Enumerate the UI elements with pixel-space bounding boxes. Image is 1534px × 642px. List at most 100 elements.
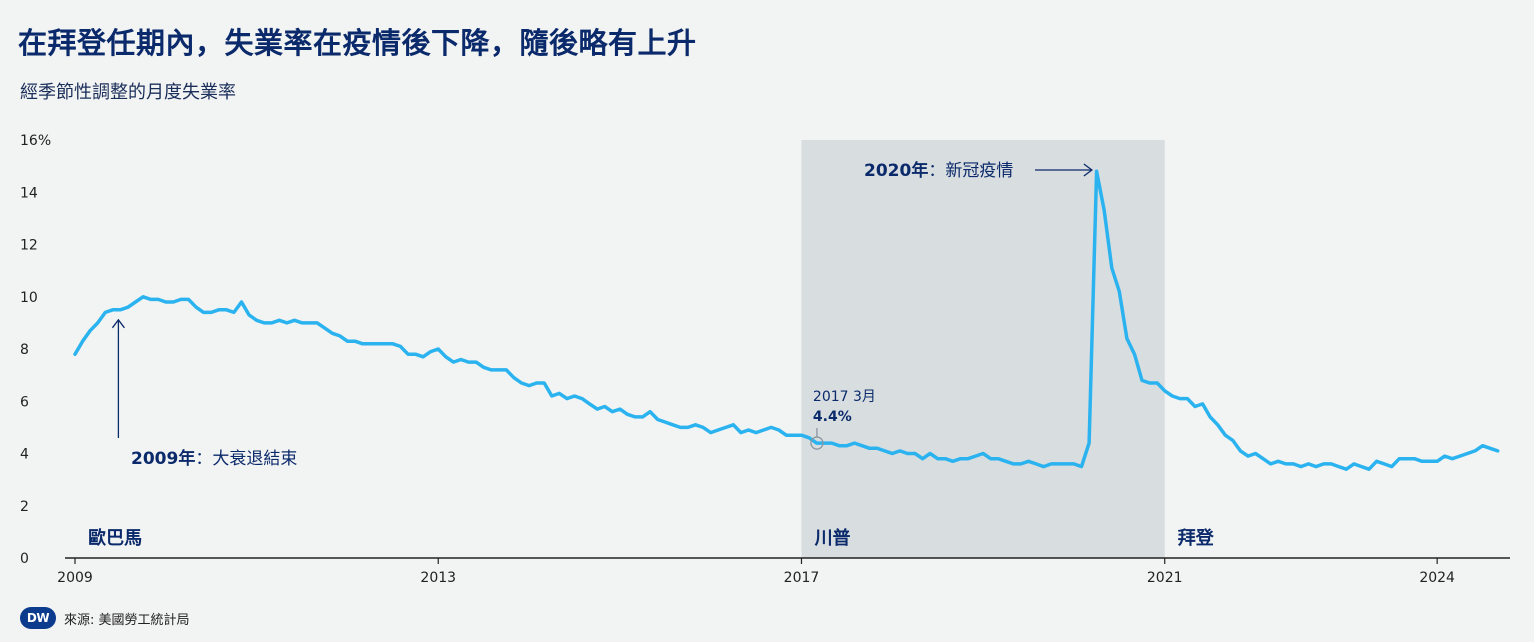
data-point <box>778 429 780 431</box>
data-point <box>543 382 545 384</box>
data-point <box>982 453 984 455</box>
data-point <box>1376 461 1378 463</box>
data-point <box>1293 463 1295 465</box>
data-point <box>1482 445 1484 447</box>
data-point <box>1066 463 1068 465</box>
data-point <box>415 353 417 355</box>
data-point <box>1126 338 1128 340</box>
data-point <box>165 301 167 303</box>
data-point <box>127 306 129 308</box>
x-tick-label: 2021 <box>1147 570 1183 586</box>
data-point <box>740 432 742 434</box>
data-point <box>733 424 735 426</box>
data-point <box>680 427 682 429</box>
data-point <box>475 361 477 363</box>
data-point <box>392 343 394 345</box>
data-point <box>377 343 379 345</box>
data-point <box>596 408 598 410</box>
data-point <box>649 411 651 413</box>
y-tick-label: 4 <box>20 447 29 463</box>
data-point <box>1323 463 1325 465</box>
data-point <box>839 445 841 447</box>
data-point <box>490 369 492 371</box>
data-point <box>1361 466 1363 468</box>
data-point <box>82 340 84 342</box>
data-point <box>309 322 311 324</box>
data-point <box>1217 424 1219 426</box>
data-point <box>369 343 371 345</box>
x-tick-label: 2024 <box>1419 570 1455 586</box>
president-label: 川普 <box>814 527 851 549</box>
data-point <box>1081 466 1083 468</box>
data-point <box>1262 458 1264 460</box>
data-point <box>1028 461 1030 463</box>
data-point <box>521 382 523 384</box>
data-point <box>1497 450 1499 452</box>
data-point <box>922 458 924 460</box>
data-point <box>657 419 659 421</box>
data-point <box>1467 453 1469 455</box>
data-point <box>513 377 515 379</box>
data-point <box>1088 442 1090 444</box>
data-point <box>347 340 349 342</box>
data-point <box>967 458 969 460</box>
data-point <box>1459 455 1461 457</box>
dw-logo: DW <box>20 607 56 629</box>
data-point <box>142 296 144 298</box>
data-point <box>1194 406 1196 408</box>
data-point <box>536 382 538 384</box>
data-point <box>1111 267 1113 269</box>
data-point <box>1452 458 1454 460</box>
data-point <box>1164 390 1166 392</box>
data-point <box>1315 466 1317 468</box>
data-point <box>1489 448 1491 450</box>
data-point <box>1338 466 1340 468</box>
data-point <box>1119 291 1121 293</box>
data-point <box>1103 210 1105 212</box>
data-point <box>1058 463 1060 465</box>
data-point <box>498 369 500 371</box>
data-point <box>1300 466 1302 468</box>
data-point <box>422 356 424 358</box>
data-point <box>748 429 750 431</box>
data-point <box>1436 461 1438 463</box>
data-point <box>702 427 704 429</box>
data-point <box>324 327 326 329</box>
data-point <box>914 453 916 455</box>
data-point <box>1240 450 1242 452</box>
president-label: 拜登 <box>1178 527 1215 549</box>
data-point <box>755 432 757 434</box>
data-point <box>899 450 901 452</box>
source-note: 來源: 美國勞工統計局 <box>64 612 190 628</box>
data-point <box>672 424 674 426</box>
unemployment-series-line <box>73 169 1500 471</box>
data-point <box>271 322 273 324</box>
data-point <box>226 309 228 311</box>
data-point <box>248 314 250 316</box>
data-point <box>1172 395 1174 397</box>
data-point <box>846 445 848 447</box>
data-point <box>634 416 636 418</box>
data-point <box>1353 463 1355 465</box>
data-point <box>506 369 508 371</box>
data-point <box>1247 455 1249 457</box>
y-tick-label: 0 <box>20 551 29 567</box>
y-tick-label: 10 <box>20 290 38 306</box>
data-point <box>1134 353 1136 355</box>
data-point <box>952 461 954 463</box>
data-point <box>1421 461 1423 463</box>
data-point <box>831 442 833 444</box>
data-point <box>1308 463 1310 465</box>
data-point <box>218 309 220 311</box>
data-point <box>763 429 765 431</box>
y-tick-label: 12 <box>20 238 38 254</box>
pandemic-annotation-label: 2020年：新冠疫情 <box>864 160 1013 181</box>
data-point <box>256 320 258 322</box>
data-point <box>1005 461 1007 463</box>
y-tick-label: 14 <box>20 185 38 201</box>
data-point <box>279 320 281 322</box>
data-point <box>407 353 409 355</box>
data-point <box>528 385 530 387</box>
data-point <box>854 442 856 444</box>
data-point <box>400 346 402 348</box>
